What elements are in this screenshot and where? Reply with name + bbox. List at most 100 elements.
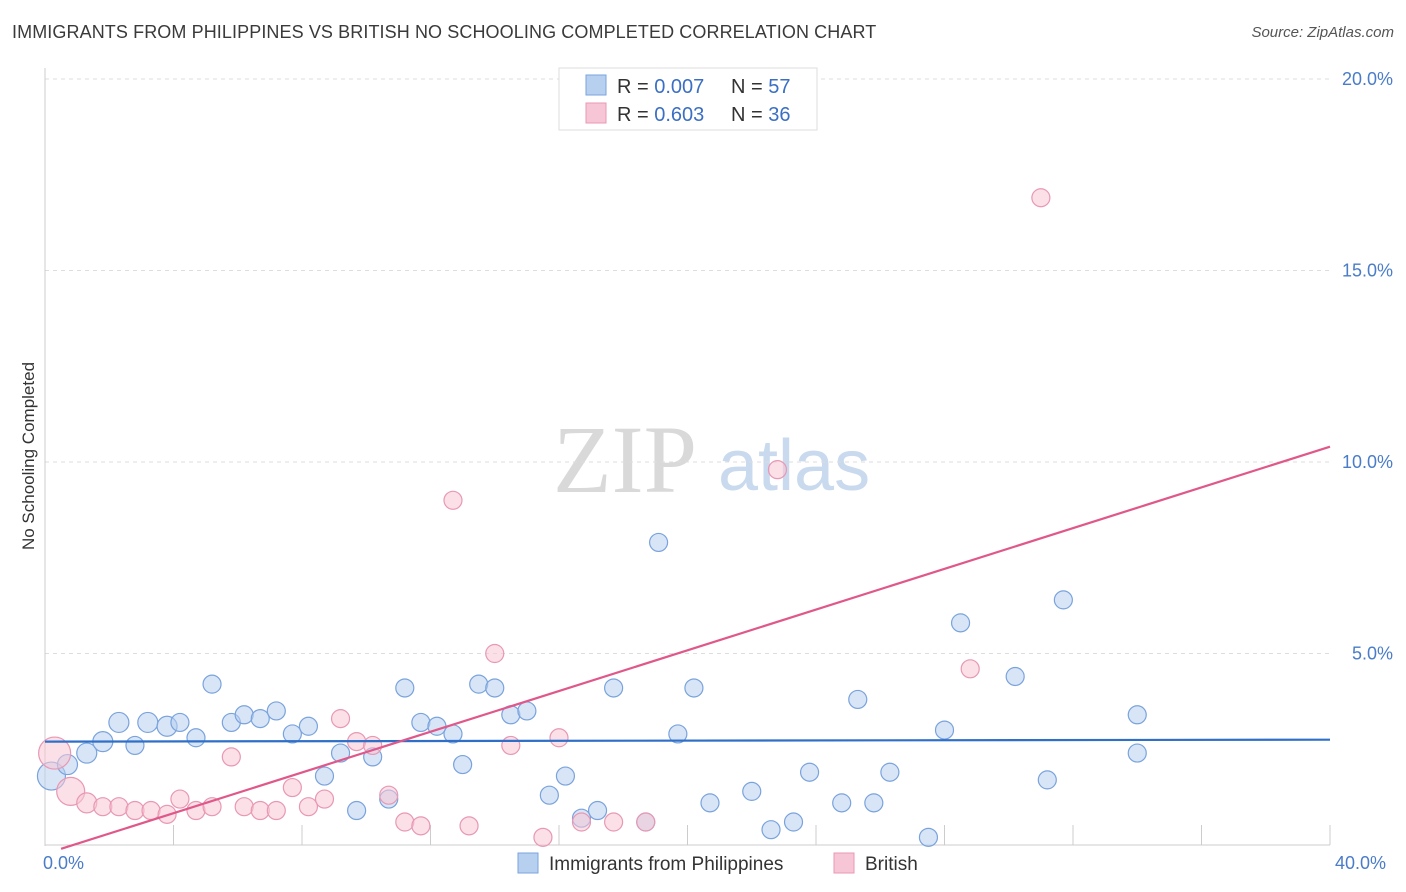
x-tick-label-max: 40.0%	[1335, 853, 1386, 873]
data-point-philippines	[202, 674, 222, 694]
data-point-philippines	[1127, 705, 1147, 725]
series-immigrants-from-philippines	[36, 532, 1147, 847]
data-point-philippines	[469, 674, 489, 694]
data-point-british	[314, 789, 335, 809]
x-tick-label-min: 0.0%	[43, 853, 84, 873]
data-point-philippines	[170, 712, 190, 733]
legend-r-value-1: 0.007	[654, 76, 704, 98]
data-point-british	[604, 812, 624, 832]
data-point-philippines	[453, 754, 473, 775]
legend-n-value-1: 57	[768, 76, 790, 98]
data-point-philippines	[742, 781, 762, 801]
data-point-british	[221, 747, 241, 767]
x-axis-ticks	[44, 825, 1331, 845]
data-point-philippines	[934, 720, 955, 740]
data-point-philippines	[587, 800, 608, 821]
data-point-philippines	[555, 766, 576, 786]
data-point-philippines	[347, 800, 367, 821]
data-point-philippines	[330, 743, 351, 763]
data-point-philippines	[848, 689, 868, 710]
series-legend-label-blue: Immigrants from Philippines	[549, 854, 783, 875]
data-point-philippines	[411, 712, 431, 733]
data-point-british	[250, 800, 270, 821]
chart-title: IMMIGRANTS FROM PHILIPPINES VS BRITISH N…	[12, 22, 877, 42]
legend-swatch-blue	[585, 74, 607, 96]
data-point-philippines	[1005, 666, 1025, 687]
y-tick-label: 15.0%	[1342, 261, 1393, 281]
series-british	[38, 188, 1051, 847]
data-point-philippines	[234, 705, 254, 725]
data-point-philippines	[799, 762, 820, 782]
data-point-british	[379, 785, 399, 805]
data-point-philippines	[125, 735, 145, 756]
data-point-philippines	[1037, 770, 1057, 790]
data-point-philippines	[298, 716, 319, 736]
data-point-british	[533, 827, 553, 847]
y-tick-label: 10.0%	[1342, 452, 1393, 472]
data-point-philippines	[700, 793, 720, 813]
data-point-british	[411, 816, 431, 836]
data-point-british	[960, 659, 980, 679]
series-legend: Immigrants from Philippines British	[517, 852, 918, 875]
data-point-british	[234, 797, 254, 817]
trendline-philippines	[44, 738, 1331, 743]
data-point-philippines	[668, 724, 688, 744]
data-point-philippines	[684, 678, 704, 698]
trendlines	[44, 445, 1331, 850]
data-point-british	[767, 460, 788, 480]
legend-r-label-1: R =	[617, 76, 654, 98]
data-point-philippines	[783, 812, 804, 832]
data-point-philippines	[137, 711, 159, 734]
stats-legend: R = 0.007 N = 57 R = 0.603 N = 36	[558, 67, 818, 131]
y-tick-labels: 5.0% 10.0% 15.0% 20.0%	[1342, 69, 1393, 664]
data-point-british	[330, 709, 351, 729]
legend-swatch-pink	[585, 102, 607, 124]
data-point-british	[298, 797, 319, 817]
legend-n-value-2: 36	[768, 104, 790, 126]
data-point-british	[1031, 188, 1051, 208]
data-point-philippines	[76, 742, 98, 764]
data-point-philippines	[485, 678, 505, 698]
data-point-british	[93, 797, 113, 817]
data-point-philippines	[918, 827, 939, 847]
legend-n-label-1: N =	[731, 76, 768, 98]
data-point-british	[485, 643, 505, 664]
data-point-philippines	[282, 724, 302, 744]
data-point-philippines	[880, 762, 900, 782]
data-point-british	[636, 812, 656, 832]
data-point-philippines	[250, 709, 270, 729]
data-point-british	[395, 812, 415, 832]
data-point-philippines	[314, 766, 335, 786]
watermark-zip: ZIP	[553, 406, 697, 513]
data-point-philippines	[395, 678, 415, 698]
data-point-british	[459, 816, 479, 836]
series-legend-swatch-blue	[517, 852, 539, 874]
data-point-british	[125, 800, 145, 821]
data-point-philippines	[761, 820, 781, 840]
data-point-british	[282, 777, 302, 798]
legend-n-label-2: N =	[731, 104, 768, 126]
data-point-british	[109, 797, 129, 817]
y-axis-label: No Schooling Completed	[19, 362, 38, 550]
data-point-british	[76, 792, 98, 814]
y-tick-label: 5.0%	[1352, 644, 1393, 664]
legend-r-value-2: 0.603	[654, 104, 704, 126]
data-point-philippines	[108, 711, 130, 734]
watermark-atlas: atlas	[718, 426, 870, 506]
data-point-british	[443, 490, 463, 510]
data-point-philippines	[950, 613, 971, 633]
data-point-british	[549, 728, 569, 748]
data-point-british	[170, 789, 190, 809]
legend-r-label-2: R =	[617, 104, 654, 126]
data-point-philippines	[517, 701, 537, 721]
series-legend-swatch-pink	[833, 852, 855, 874]
series-legend-label-pink: British	[865, 854, 918, 875]
data-point-british	[141, 800, 161, 821]
data-point-philippines	[539, 785, 559, 805]
data-point-philippines	[648, 532, 669, 553]
source-credit: Source: ZipAtlas.com	[1251, 24, 1394, 41]
data-point-philippines	[832, 793, 852, 813]
y-tick-label: 20.0%	[1342, 69, 1393, 89]
legend-row-2: R = 0.603 N = 36	[617, 104, 791, 126]
